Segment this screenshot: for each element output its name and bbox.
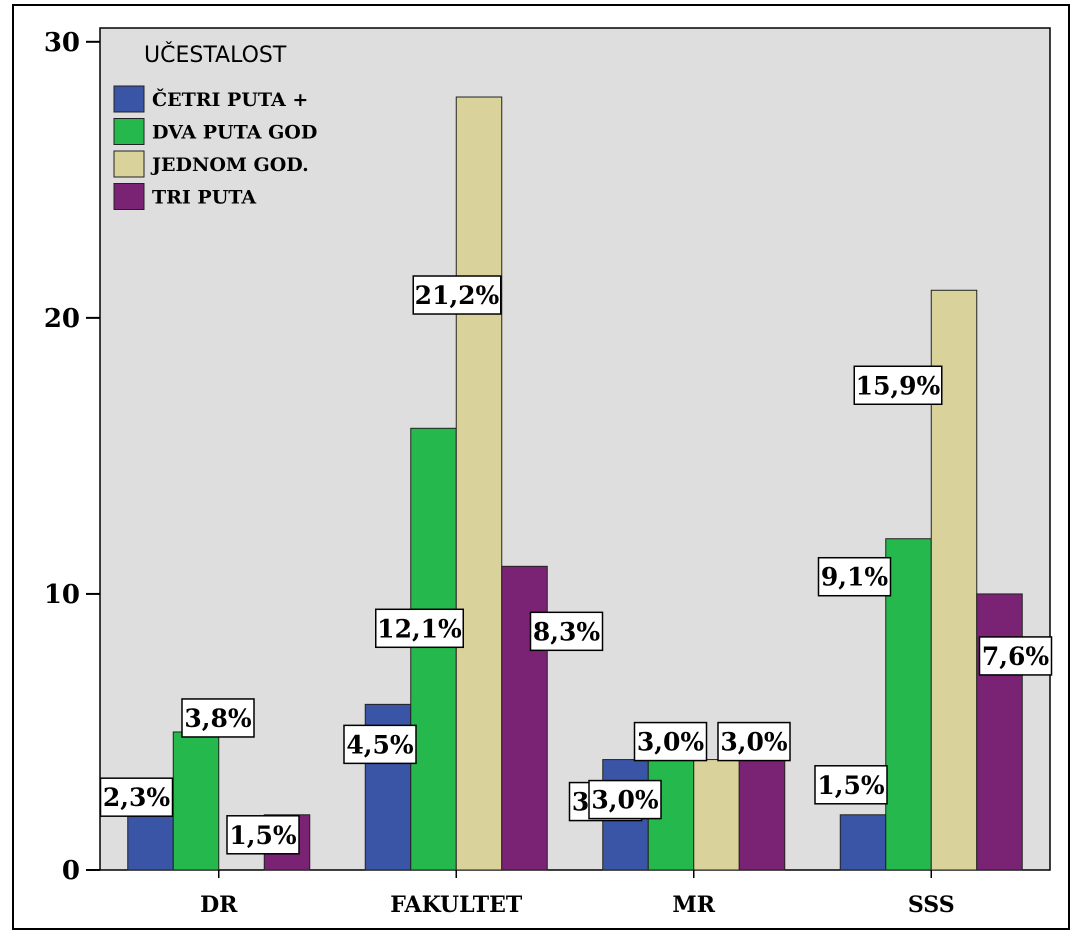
data-label-box [412,275,502,315]
bar-2-3 [738,759,786,871]
bar-3-1 [885,538,932,871]
data-label-box [853,365,943,406]
y-tick-label-0: 0 [62,856,80,886]
data-label-text: 3,0% [637,728,704,757]
data-label-text: 2,3% [103,783,170,812]
data-label-box [343,724,417,765]
data-label-box [226,815,300,855]
bar-1-1 [410,427,457,871]
data-label-box [99,777,174,817]
data-label-3-1: 9,1% [817,556,892,597]
data-label-text: 7,6% [982,642,1049,671]
data-label-1-2: 21,2% [412,275,502,315]
legend-swatch-2 [113,150,145,178]
data-label-0-0: 2,3% [99,777,174,817]
data-label-text: 3,8% [184,704,251,733]
data-label-1-1: 12,1% [375,608,464,649]
bar-3-0 [839,814,887,871]
bar-2-2 [693,759,740,871]
data-label-box [814,765,888,805]
bar-1-2 [455,96,503,871]
data-label-text: 21,2% [415,281,500,310]
data-label-text: 3,0% [591,786,658,815]
x-category-label-3: SSS [908,892,955,918]
chart-frame: 0 10 20 30 DR FAKULTET MR SSS 2,3% 3,8% 1,5% 4,5% 1… [12,4,1070,930]
data-label-text: 3,0% [720,728,787,757]
data-label-box [375,608,464,649]
data-label-text: 15,9% [856,371,941,400]
y-tick-label-1: 10 [44,580,80,610]
data-label-0-1: 3,8% [181,698,255,738]
data-label-text: 1,5% [817,771,884,800]
data-label-box [633,721,708,762]
legend-label-1: DVA PUTA GOD [152,122,317,144]
data-label-1-0: 4,5% [343,724,417,765]
data-label-box [588,779,662,820]
data-label-box [529,611,604,652]
data-label-text: 4,5% [346,730,413,759]
legend-swatch-1 [113,118,145,145]
data-label-box [717,721,791,762]
data-label-box [978,636,1053,676]
x-category-label-1: FAKULTET [390,892,523,918]
data-label-1-3: 8,3% [529,611,604,652]
data-label-0-3: 1,5% [226,815,300,855]
y-tick-label-2: 20 [44,304,80,334]
y-tick-label-3: 30 [44,28,80,58]
data-label-text: 8,3% [533,617,600,646]
data-label-3-0: 1,5% [814,765,888,805]
data-label-text: 9,1% [821,563,888,592]
legend-title: UČESTALOST [144,42,287,68]
legend-swatch-0 [113,85,145,113]
data-label-box [817,556,892,597]
data-label-3-3: 7,6% [978,636,1053,676]
bar-0-1 [172,731,220,871]
legend-label-3: TRI PUTA [152,187,256,209]
legend-swatch-3 [113,183,145,210]
data-label-box [181,698,255,738]
bar-chart: 0 10 20 30 DR FAKULTET MR SSS 2,3% 3,8% 1,5% 4,5% 1… [44,27,1053,918]
x-category-label-0: DR [200,892,238,918]
legend-label-2: JEDNOM GOD. [150,154,309,176]
data-label-text: 12,1% [377,614,462,643]
data-label-2-1: 3,0% [588,779,662,820]
data-label-text: 1,5% [229,821,296,850]
data-label-2-3: 3,0% [717,721,791,762]
legend-label-0: ČETRI PUTA + [152,88,308,111]
data-label-2-2: 3,0% [633,721,708,762]
bar-3-3 [976,593,1023,871]
data-label-3-2: 15,9% [853,365,943,406]
x-category-label-2: MR [672,892,715,918]
